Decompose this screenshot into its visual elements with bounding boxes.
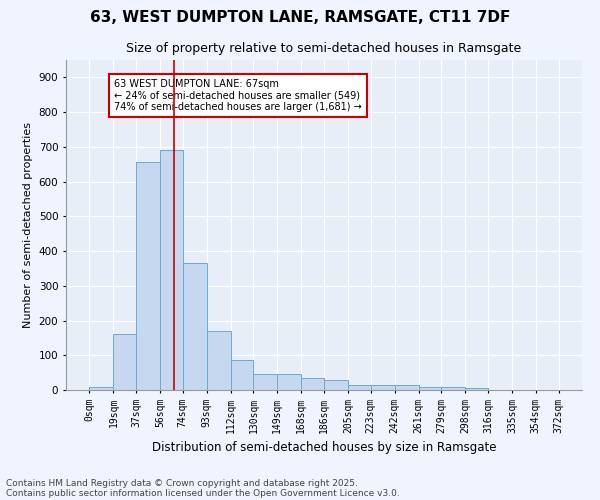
Bar [89,386,113,390]
Bar [301,378,324,390]
Bar [348,385,371,390]
Bar [465,388,488,390]
Bar [277,374,301,390]
Bar [371,386,395,390]
Bar [230,360,253,390]
Y-axis label: Number of semi-detached properties: Number of semi-detached properties [23,122,33,328]
Bar [395,386,419,390]
Bar [113,334,136,390]
Bar [419,386,441,390]
X-axis label: Distribution of semi-detached houses by size in Ramsgate: Distribution of semi-detached houses by … [152,441,496,454]
Text: Contains HM Land Registry data © Crown copyright and database right 2025.: Contains HM Land Registry data © Crown c… [6,478,358,488]
Title: Size of property relative to semi-detached houses in Ramsgate: Size of property relative to semi-detach… [127,42,521,54]
Bar [441,386,465,390]
Text: Contains public sector information licensed under the Open Government Licence v3: Contains public sector information licen… [6,488,400,498]
Bar [136,162,160,390]
Text: 63, WEST DUMPTON LANE, RAMSGATE, CT11 7DF: 63, WEST DUMPTON LANE, RAMSGATE, CT11 7D… [90,10,510,25]
Text: 63 WEST DUMPTON LANE: 67sqm
← 24% of semi-detached houses are smaller (549)
74% : 63 WEST DUMPTON LANE: 67sqm ← 24% of sem… [114,79,362,112]
Bar [207,331,230,390]
Bar [253,374,277,390]
Bar [324,380,348,390]
Bar [160,150,183,390]
Bar [183,263,207,390]
